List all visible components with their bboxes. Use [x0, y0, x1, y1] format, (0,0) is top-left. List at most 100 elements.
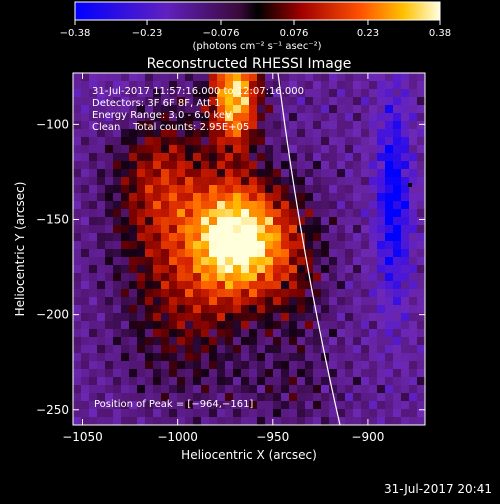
heatmap-cell [345, 417, 354, 425]
heatmap-cell [321, 105, 330, 114]
heatmap-cell [177, 409, 186, 418]
heatmap-cell [401, 209, 410, 218]
heatmap-cell [417, 105, 425, 114]
heatmap-cell [377, 145, 386, 154]
heatmap-cell [209, 177, 218, 186]
heatmap-cell [401, 97, 410, 106]
heatmap-cell [353, 329, 362, 338]
heatmap-cell [385, 337, 394, 346]
heatmap-cell [257, 337, 266, 346]
heatmap-cell [89, 257, 98, 266]
heatmap-cell [305, 177, 314, 186]
heatmap-cell [257, 265, 266, 274]
heatmap-cell [385, 297, 394, 306]
heatmap-cell [97, 129, 106, 138]
heatmap-cell [241, 137, 250, 146]
heatmap-cell [305, 193, 314, 202]
heatmap-cell [329, 113, 338, 122]
heatmap-cell [97, 169, 106, 178]
heatmap-cell [337, 313, 346, 322]
heatmap-cell [353, 217, 362, 226]
heatmap-cell [185, 313, 194, 322]
heatmap-cell [281, 361, 290, 370]
heatmap-cell [233, 161, 242, 170]
heatmap-cell [393, 121, 402, 130]
heatmap-cell [201, 225, 210, 234]
heatmap-cell [97, 353, 106, 362]
heatmap-cell [233, 337, 242, 346]
heatmap-cell [81, 169, 90, 178]
heatmap-cell [193, 401, 202, 410]
heatmap-cell [289, 289, 298, 298]
heatmap-cell [305, 369, 314, 378]
heatmap-cell [105, 289, 114, 298]
heatmap-cell [265, 73, 274, 82]
heatmap-cell [281, 209, 290, 218]
heatmap-cell [321, 249, 330, 258]
heatmap-cell [129, 193, 138, 202]
heatmap-cell [201, 121, 210, 130]
heatmap-cell [305, 393, 314, 402]
heatmap-cell [369, 313, 378, 322]
heatmap-cell [217, 97, 226, 106]
heatmap-cell [265, 273, 274, 282]
heatmap-cell [313, 185, 322, 194]
heatmap-cell [145, 361, 154, 370]
heatmap-cell [113, 393, 122, 402]
heatmap-cell [321, 289, 330, 298]
heatmap-cell [393, 129, 402, 138]
heatmap-cell [81, 121, 90, 130]
heatmap-cell [337, 345, 346, 354]
heatmap-cell [153, 113, 162, 122]
heatmap-cell [193, 281, 202, 290]
heatmap-cell [409, 193, 418, 202]
heatmap-cell [137, 281, 146, 290]
heatmap-cell [393, 97, 402, 106]
heatmap-cell [265, 225, 274, 234]
heatmap-cell [353, 129, 362, 138]
heatmap-cell [209, 289, 218, 298]
heatmap-cell [401, 401, 410, 410]
heatmap-cell [313, 153, 322, 162]
heatmap-cell [401, 81, 410, 90]
heatmap-cell [129, 145, 138, 154]
heatmap-cell [289, 201, 298, 210]
heatmap-cell [377, 177, 386, 186]
heatmap-cell [81, 321, 90, 330]
heatmap-cell [201, 73, 210, 82]
heatmap-cell [393, 89, 402, 98]
heatmap-cell [241, 185, 250, 194]
heatmap-cell [297, 393, 306, 402]
heatmap-cell [121, 273, 130, 282]
heatmap-cell [321, 113, 330, 122]
colorbar-units: (photons cm⁻² s⁻¹ asec⁻²) [192, 41, 321, 52]
heatmap-cell [129, 185, 138, 194]
colorbar-tick-label: 0.38 [429, 28, 451, 39]
heatmap-cell [233, 185, 242, 194]
heatmap-cell [169, 153, 178, 162]
heatmap-cell [137, 345, 146, 354]
heatmap-cell [145, 385, 154, 394]
heatmap-cell [185, 409, 194, 418]
heatmap-cell [169, 257, 178, 266]
heatmap-cell [97, 385, 106, 394]
y-tick-label: −250 [36, 403, 69, 417]
heatmap-cell [321, 281, 330, 290]
heatmap-cell [81, 137, 90, 146]
heatmap-cell [145, 337, 154, 346]
heatmap-cell [417, 225, 425, 234]
heatmap-cell [297, 409, 306, 418]
heatmap-cell [257, 329, 266, 338]
heatmap-cell [401, 297, 410, 306]
heatmap-cell [417, 137, 425, 146]
heatmap-cell [233, 281, 242, 290]
heatmap-cell [369, 281, 378, 290]
heatmap-cell [417, 97, 425, 106]
heatmap-cell [89, 337, 98, 346]
heatmap-cell [209, 417, 218, 425]
heatmap-cell [201, 313, 210, 322]
heatmap-cell [145, 233, 154, 242]
heatmap-cell [257, 393, 266, 402]
heatmap-cell [177, 281, 186, 290]
heatmap-cell [225, 329, 234, 338]
